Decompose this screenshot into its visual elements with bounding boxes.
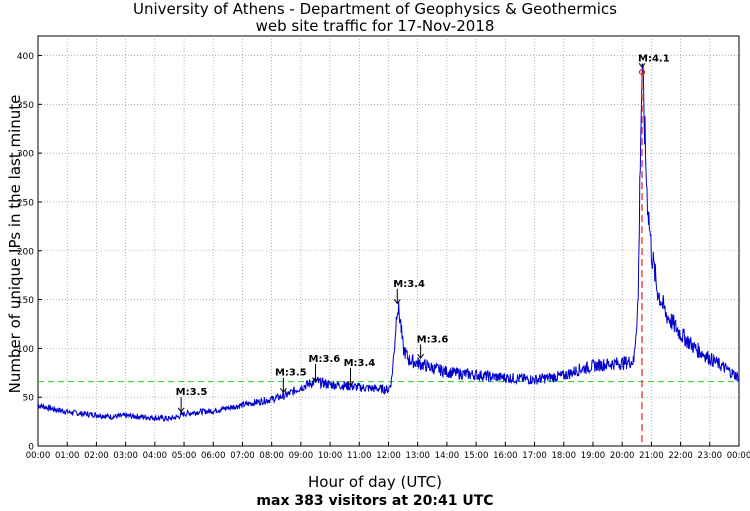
chart-title: University of Athens - Department of Geo… (133, 0, 617, 18)
y-axis: 0 50 100 150 200 250 300 350 400 (17, 52, 42, 453)
x-tick-label: 04:00 (143, 451, 168, 461)
y-tick-label: 100 (17, 345, 34, 355)
x-axis-label: Hour of day (UTC) (308, 473, 442, 491)
y-tick-label: 50 (23, 394, 35, 404)
x-tick-label: 18:00 (552, 451, 577, 461)
annotation-label: M:3.5 (176, 387, 208, 398)
x-tick-label: 16:00 (493, 451, 518, 461)
x-tick-label: 17:00 (522, 451, 547, 461)
x-tick-label: 03:00 (113, 451, 138, 461)
earthquake-annotation: M:3.5 (275, 368, 307, 394)
x-tick-label: 09:00 (289, 451, 314, 461)
x-axis-sublabel: max 383 visitors at 20:41 UTC (256, 493, 494, 509)
x-tick-label: 11:00 (347, 451, 372, 461)
x-tick-label: 23:00 (698, 451, 723, 461)
x-tick-label: 00:00 (26, 451, 51, 461)
y-tick-label: 350 (17, 101, 34, 111)
x-tick-label: 19:00 (581, 451, 606, 461)
annotation-label: M:3.5 (275, 368, 307, 379)
x-tick-label: 06:00 (201, 451, 226, 461)
annotations: M:3.5M:3.5M:3.6 M:3.4M:3.4M:3.6M:4.1 (176, 53, 670, 413)
annotation-label: M:3.6 (309, 354, 341, 365)
annotation-label: M:3.4 (344, 358, 376, 369)
x-tick-label: 13:00 (405, 451, 430, 461)
y-tick-label: 200 (17, 247, 34, 257)
x-tick-label: 01:00 (55, 451, 80, 461)
series-line-traffic (37, 63, 740, 423)
x-tick-label: 08:00 (259, 451, 284, 461)
y-tick-label: 0 (28, 443, 34, 453)
x-tick-label: 12:00 (376, 451, 401, 461)
annotation-arrowhead (417, 353, 425, 359)
earthquake-annotation: M:3.6 (417, 335, 449, 359)
x-tick-label: 07:00 (230, 451, 255, 461)
earthquake-annotation: M:4.1 (638, 53, 670, 69)
x-tick-label: 15:00 (464, 451, 489, 461)
x-tick-label: 20:00 (610, 451, 635, 461)
annotation-arrowhead (279, 388, 287, 394)
chart-subtitle: web site traffic for 17-Nov-2018 (255, 17, 495, 35)
x-tick-label: 14:00 (435, 451, 460, 461)
earthquake-annotation: M:3.4 (344, 358, 376, 387)
x-tick-label: 05:00 (172, 451, 197, 461)
earthquake-annotation: M:3.6 (309, 354, 341, 383)
x-tick-label: 22:00 (668, 451, 693, 461)
annotation-arrowhead (393, 299, 401, 305)
max-marker-point (638, 69, 646, 76)
grid (38, 36, 739, 446)
earthquake-annotation: M:3.4 (393, 279, 425, 305)
y-tick-label: 150 (17, 296, 34, 306)
annotation-arrowhead (177, 407, 185, 413)
y-tick-label: 300 (17, 150, 34, 160)
x-tick-label: 00:00 (727, 451, 750, 461)
x-tick-label: 02:00 (84, 451, 109, 461)
annotation-arrowhead (312, 377, 319, 383)
annotation-label: M:4.1 (638, 53, 670, 64)
earthquake-annotation: M:3.5 (176, 387, 208, 413)
x-tick-label: 10:00 (318, 451, 343, 461)
annotation-arrowhead (347, 381, 354, 387)
annotation-label: M:3.6 (417, 335, 449, 346)
x-axis: 00:00 01:00 02:00 03:00 04:00 05:00 06:00 07:00… (26, 442, 750, 461)
y-tick-label: 250 (17, 198, 34, 208)
annotation-arrowhead (638, 62, 646, 69)
y-tick-label: 400 (17, 52, 34, 62)
x-tick-label: 21:00 (639, 451, 664, 461)
y-axis-label: Number of unique IPs in the last minute (6, 94, 24, 394)
annotation-label: M:3.4 (393, 279, 425, 290)
